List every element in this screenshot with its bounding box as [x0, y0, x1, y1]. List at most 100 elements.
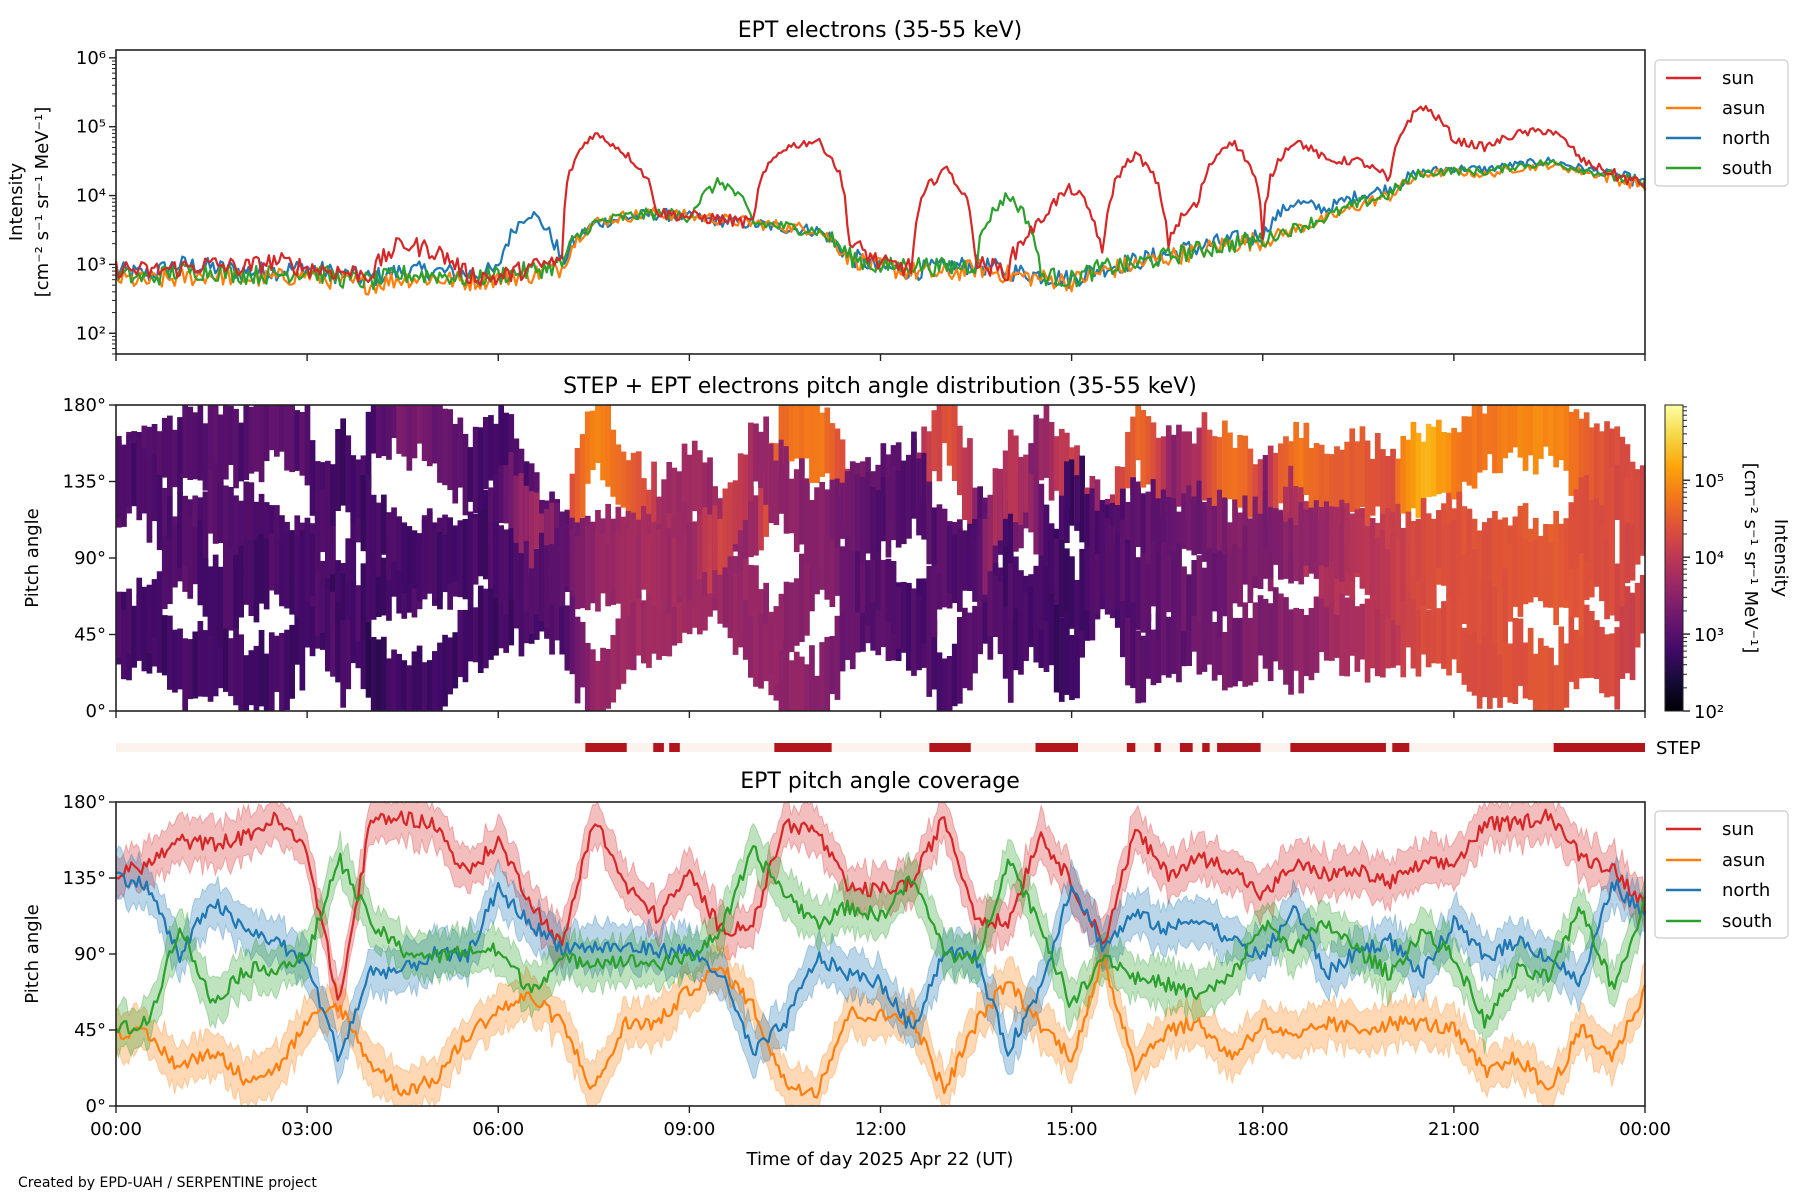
heatmap-cell-sun: [1425, 423, 1432, 497]
heatmap-cell-north: [783, 581, 790, 654]
heatmap-cell-south: [1176, 543, 1182, 617]
heatmap-cell-asun: [1553, 665, 1559, 711]
heatmap-cell-north: [243, 481, 250, 569]
heatmap-cell-sun: [1538, 405, 1544, 459]
heatmap-cell-north: [1150, 479, 1157, 562]
heatmap-cell-south: [457, 520, 464, 584]
heatmap-cell-south: [523, 541, 530, 612]
heatmap-cell-south: [1201, 567, 1208, 641]
heatmap-cell-south: [1089, 530, 1096, 609]
heatmap-cell-south: [375, 502, 382, 577]
heatmap-cell-sun: [839, 439, 846, 496]
heatmap-cell-sun: [799, 405, 805, 476]
heatmap-cell-north: [1604, 481, 1610, 568]
heatmap-cell-asun: [228, 638, 234, 697]
heatmap-cell-asun: [1471, 617, 1478, 696]
heatmap-cell-south: [477, 510, 484, 577]
heatmap-cell-asun: [1436, 608, 1442, 664]
heatmap-cell-asun: [1420, 593, 1427, 655]
heatmap-cell-south: [1517, 536, 1524, 617]
heatmap-cell-asun: [1629, 592, 1636, 681]
heatmap-cell-sun: [268, 405, 275, 451]
heatmap-cell-north: [161, 487, 168, 553]
heatmap-cell-sun: [325, 518, 331, 588]
heatmap-cell-north: [136, 437, 143, 521]
heatmap-cell-south: [1492, 586, 1498, 644]
heatmap-cell-north: [1288, 465, 1294, 554]
heatmap-cell-north: [1196, 480, 1203, 554]
xtick-label: 18:00: [1237, 1119, 1289, 1140]
heatmap-cell-sun: [1048, 422, 1055, 501]
heatmap-cell-south: [1380, 529, 1386, 614]
heatmap-cell-north: [1216, 489, 1223, 578]
heatmap-cell-south: [503, 529, 509, 615]
heatmap-cell-sun: [1385, 456, 1391, 519]
heatmap-cell-south: [1578, 477, 1585, 555]
heatmap-cell-north: [1155, 498, 1162, 569]
heatmap-cell-asun: [1425, 609, 1432, 668]
heatmap-cell-asun: [1130, 601, 1136, 689]
heatmap-cell-south: [987, 494, 994, 572]
heatmap-cell-north: [228, 487, 234, 553]
heatmap-cell-asun: [574, 616, 581, 704]
heatmap-cell-sun: [1568, 412, 1575, 496]
heatmap-cell-sun: [788, 405, 795, 462]
ytick-label: 180°: [63, 792, 106, 813]
panel1-ylabel-line1: Intensity: [6, 162, 27, 241]
heatmap-cell-asun: [635, 592, 642, 656]
heatmap-cell-north: [370, 534, 377, 620]
xtick-label: 00:00: [1619, 1119, 1671, 1140]
step-segment: [1217, 743, 1261, 752]
heatmap-cell-sun: [442, 408, 448, 486]
heatmap-cell-north: [391, 532, 397, 597]
heatmap-cell-south: [1374, 538, 1381, 610]
heatmap-cell-north: [1171, 498, 1177, 584]
heatmap-cell-asun: [223, 620, 229, 692]
heatmap-cell-north: [804, 561, 810, 636]
heatmap-cell-south: [126, 588, 132, 653]
heatmap-cell-asun: [681, 562, 688, 633]
heatmap-cell-sun: [472, 426, 479, 514]
heatmap-cell-south: [1573, 489, 1580, 567]
step-segment: [1154, 743, 1161, 752]
heatmap-cell-asun: [1609, 633, 1615, 697]
heatmap-cell-asun: [605, 649, 611, 709]
colorbar-tick-label: 10⁵: [1694, 471, 1724, 492]
heatmap-cell-asun: [426, 660, 433, 711]
heatmap-cell-south: [1543, 537, 1549, 608]
heatmap-cell-asun: [1487, 646, 1493, 709]
heatmap-cell-sun: [946, 405, 953, 466]
heatmap-cell-sun: [406, 405, 413, 471]
heatmap-cell-sun: [793, 405, 800, 459]
heatmap-cell-north: [890, 561, 897, 634]
heatmap-cell-south: [1502, 568, 1508, 643]
heatmap-cell-north: [900, 581, 907, 652]
heatmap-cell-north: [1232, 499, 1238, 570]
heatmap-cell-sun: [182, 405, 188, 478]
heatmap-cell-asun: [1578, 595, 1585, 679]
heatmap-cell-south: [488, 523, 494, 589]
heatmap-cell-south: [1211, 553, 1218, 612]
ytick-label: 135°: [63, 472, 106, 493]
heatmap-cell-sun: [1165, 425, 1172, 511]
heatmap-cell-asun: [1405, 590, 1412, 648]
heatmap-cell-sun: [1201, 412, 1208, 501]
heatmap-cell-south: [533, 548, 540, 615]
heatmap-cell-sun: [330, 524, 336, 585]
heatmap-cell-asun: [625, 601, 632, 670]
heatmap-cell-north: [1481, 522, 1488, 597]
heatmap-cell-asun: [839, 591, 846, 672]
heatmap-cell-south: [1013, 435, 1019, 522]
heatmap-cell-south: [579, 536, 586, 609]
heatmap-cell-north: [1222, 497, 1228, 577]
heatmap-cell-north: [1578, 554, 1585, 637]
heatmap-cell-south: [1364, 529, 1371, 585]
heatmap-cell-south: [676, 511, 683, 598]
heatmap-cell-sun: [304, 405, 311, 486]
heatmap-cell-asun: [1201, 609, 1208, 672]
heatmap-cell-sun: [595, 405, 601, 463]
heatmap-cell-north: [1013, 608, 1019, 671]
heatmap-cell-south: [895, 470, 902, 548]
heatmap-cell-sun: [1303, 422, 1310, 495]
heatmap-cell-sun: [1237, 435, 1243, 508]
